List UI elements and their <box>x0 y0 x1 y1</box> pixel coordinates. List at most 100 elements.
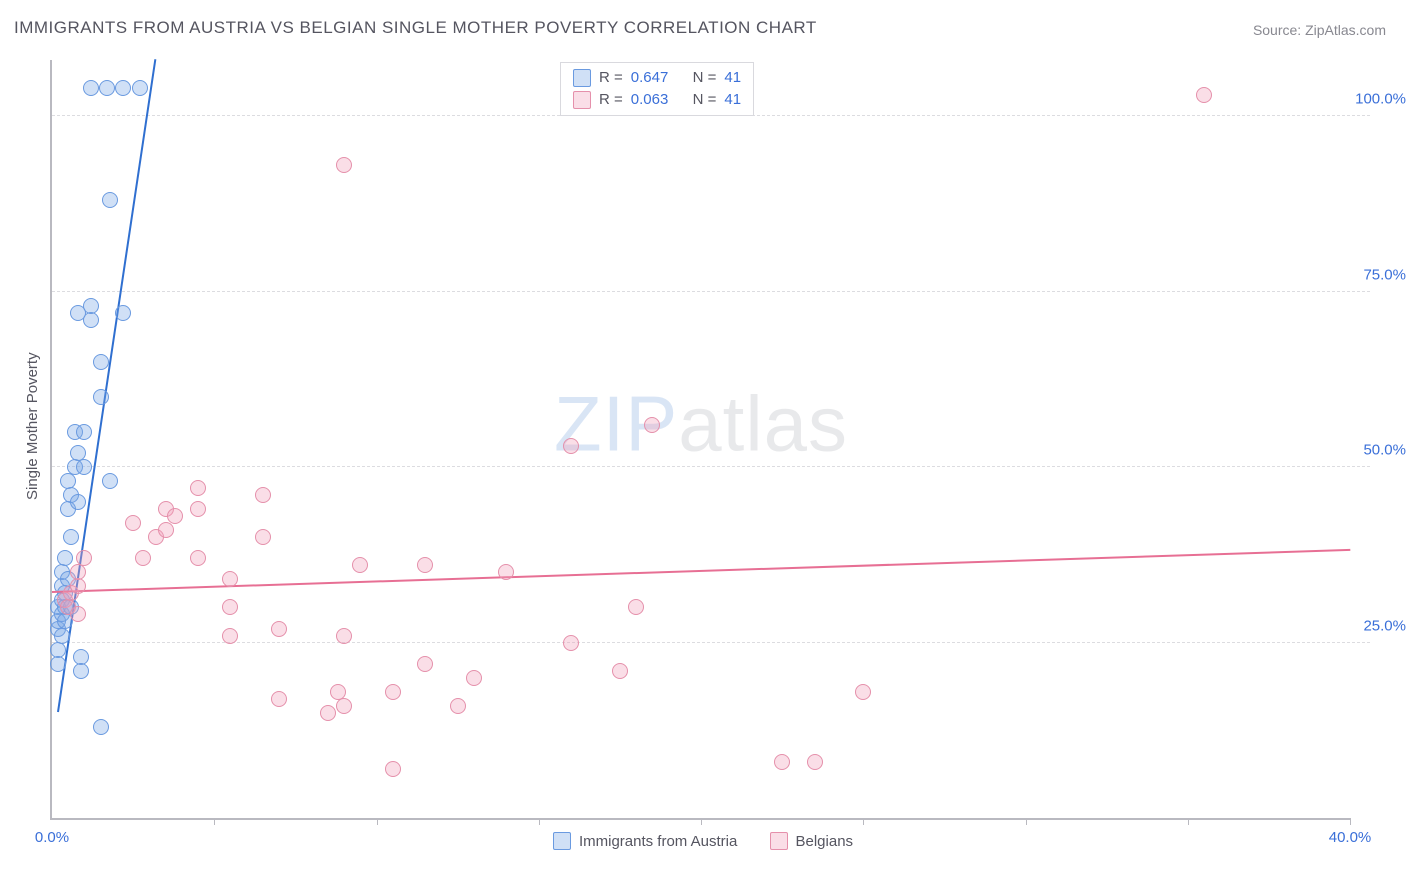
marker-austria <box>83 80 99 96</box>
x-tick-mark <box>1026 818 1027 825</box>
marker-austria <box>83 312 99 328</box>
marker-belgians <box>336 698 352 714</box>
legend-n-austria: 41 <box>724 67 741 89</box>
marker-belgians <box>271 621 287 637</box>
marker-austria <box>93 354 109 370</box>
gridline-h <box>52 642 1370 643</box>
marker-belgians <box>774 754 790 770</box>
marker-belgians <box>855 684 871 700</box>
marker-belgians <box>417 557 433 573</box>
gridline-h <box>52 466 1370 467</box>
marker-belgians <box>70 606 86 622</box>
y-tick-label: 100.0% <box>1355 91 1406 108</box>
marker-austria <box>115 305 131 321</box>
marker-austria <box>63 529 79 545</box>
marker-belgians <box>167 508 183 524</box>
x-tick-mark <box>539 818 540 825</box>
marker-austria <box>70 494 86 510</box>
marker-austria <box>132 80 148 96</box>
legend-stats: R = 0.647 N = 41 R = 0.063 N = 41 <box>560 62 754 116</box>
x-tick-mark <box>701 818 702 825</box>
y-tick-label: 75.0% <box>1363 266 1406 283</box>
watermark-atlas: atlas <box>678 379 848 467</box>
marker-belgians <box>563 635 579 651</box>
x-tick-mark <box>214 818 215 825</box>
marker-belgians <box>628 599 644 615</box>
marker-austria <box>50 656 66 672</box>
marker-belgians <box>255 529 271 545</box>
source-label: Source: ZipAtlas.com <box>1253 22 1386 38</box>
marker-belgians <box>417 656 433 672</box>
legend-r-prefix: R = <box>599 89 623 111</box>
marker-belgians <box>466 670 482 686</box>
marker-belgians <box>352 557 368 573</box>
legend-label-austria: Immigrants from Austria <box>579 833 737 850</box>
y-tick-label: 25.0% <box>1363 617 1406 634</box>
marker-austria <box>102 473 118 489</box>
marker-austria <box>76 459 92 475</box>
marker-belgians <box>190 501 206 517</box>
legend-stats-row-austria: R = 0.647 N = 41 <box>573 67 741 89</box>
legend-stats-row-belgians: R = 0.063 N = 41 <box>573 89 741 111</box>
legend-n-belgians: 41 <box>724 89 741 111</box>
marker-belgians <box>644 417 660 433</box>
marker-belgians <box>135 550 151 566</box>
marker-belgians <box>222 599 238 615</box>
marker-belgians <box>70 578 86 594</box>
y-axis-label: Single Mother Poverty <box>24 352 41 500</box>
legend-r-belgians: 0.063 <box>631 89 669 111</box>
legend-n-prefix: N = <box>693 89 717 111</box>
swatch-austria <box>573 69 591 87</box>
marker-austria <box>115 80 131 96</box>
marker-belgians <box>190 480 206 496</box>
marker-belgians <box>222 571 238 587</box>
swatch-belgians <box>573 91 591 109</box>
x-tick-mark <box>1188 818 1189 825</box>
x-tick-mark <box>1350 818 1351 825</box>
marker-belgians <box>222 628 238 644</box>
marker-belgians <box>385 761 401 777</box>
marker-belgians <box>385 684 401 700</box>
legend-n-prefix: N = <box>693 67 717 89</box>
legend-r-prefix: R = <box>599 67 623 89</box>
scatter-plot: ZIPatlas 25.0%50.0%75.0%100.0%0.0%40.0% <box>50 60 1350 820</box>
marker-belgians <box>336 628 352 644</box>
marker-austria <box>93 719 109 735</box>
trend-line-belgians <box>52 549 1350 593</box>
marker-belgians <box>76 550 92 566</box>
marker-belgians <box>336 157 352 173</box>
marker-austria <box>102 192 118 208</box>
swatch-austria <box>553 832 571 850</box>
marker-austria <box>54 628 70 644</box>
y-tick-label: 50.0% <box>1363 442 1406 459</box>
marker-belgians <box>498 564 514 580</box>
marker-austria <box>57 550 73 566</box>
marker-belgians <box>1196 87 1212 103</box>
marker-belgians <box>125 515 141 531</box>
marker-austria <box>99 80 115 96</box>
swatch-belgians <box>770 832 788 850</box>
x-tick-mark <box>863 818 864 825</box>
gridline-h <box>52 291 1370 292</box>
marker-austria <box>83 298 99 314</box>
x-tick-mark <box>377 818 378 825</box>
marker-austria <box>73 663 89 679</box>
marker-belgians <box>255 487 271 503</box>
marker-belgians <box>807 754 823 770</box>
marker-belgians <box>190 550 206 566</box>
watermark: ZIPatlas <box>554 378 848 469</box>
legend-series: Immigrants from Austria Belgians <box>0 832 1406 854</box>
chart-title: IMMIGRANTS FROM AUSTRIA VS BELGIAN SINGL… <box>14 18 817 38</box>
marker-belgians <box>320 705 336 721</box>
marker-belgians <box>271 691 287 707</box>
marker-belgians <box>563 438 579 454</box>
marker-austria <box>93 389 109 405</box>
marker-belgians <box>70 564 86 580</box>
marker-austria <box>76 424 92 440</box>
legend-item-austria: Immigrants from Austria <box>553 832 737 850</box>
marker-belgians <box>158 522 174 538</box>
legend-r-austria: 0.647 <box>631 67 669 89</box>
legend-item-belgians: Belgians <box>770 832 854 850</box>
marker-belgians <box>612 663 628 679</box>
legend-label-belgians: Belgians <box>796 833 854 850</box>
